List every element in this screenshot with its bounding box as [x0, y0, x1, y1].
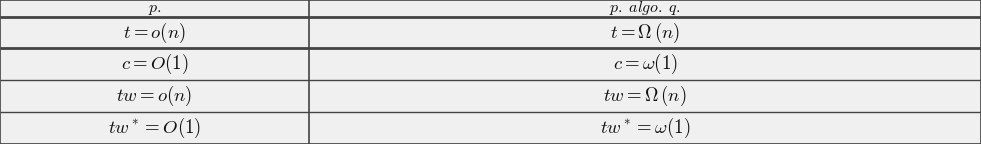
- Text: $t = o(n)$: $t = o(n)$: [123, 20, 186, 45]
- Text: $\mathit{p. \; algo. \; q.}$: $\mathit{p. \; algo. \; q.}$: [609, 0, 681, 17]
- Text: $\mathit{p.}$: $\mathit{p.}$: [148, 0, 161, 17]
- Text: $tw = o(n)$: $tw = o(n)$: [117, 84, 192, 108]
- Text: $tw^* = O(1)$: $tw^* = O(1)$: [108, 116, 201, 140]
- Text: $tw^* = \omega(1)$: $tw^* = \omega(1)$: [599, 116, 691, 140]
- Text: $c = \omega(1)$: $c = \omega(1)$: [612, 52, 678, 76]
- Text: $t = \Omega\,(n)$: $t = \Omega\,(n)$: [610, 20, 680, 45]
- Text: $tw = \Omega\,(n)$: $tw = \Omega\,(n)$: [603, 84, 687, 108]
- Text: $c = O(1)$: $c = O(1)$: [121, 52, 188, 76]
